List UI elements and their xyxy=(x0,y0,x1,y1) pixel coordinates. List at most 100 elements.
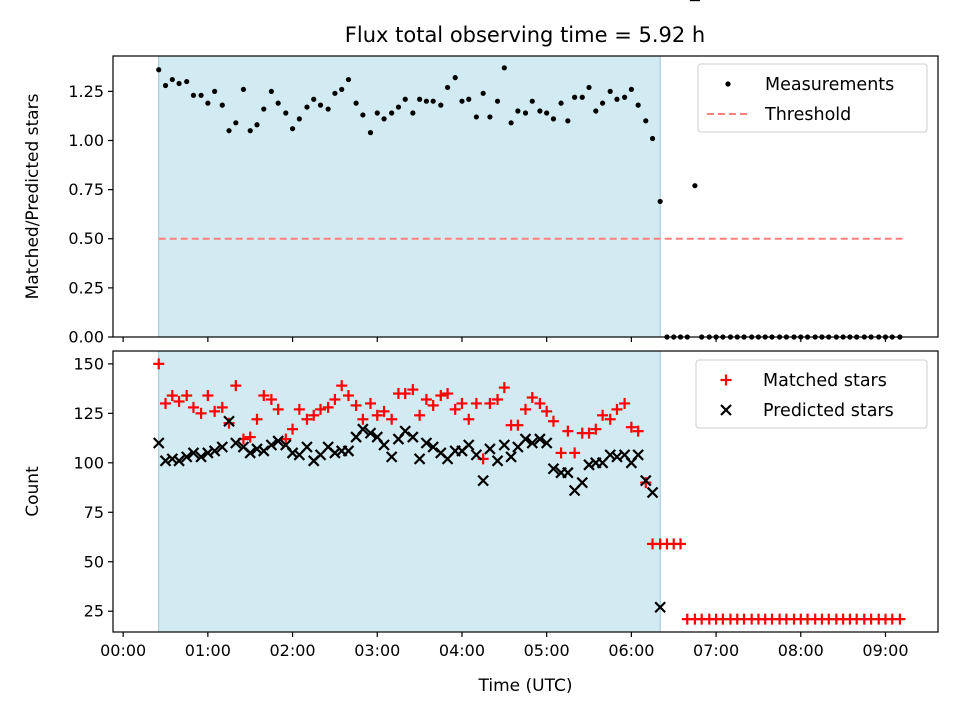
x-tick-label: 06:00 xyxy=(608,641,654,660)
cross-stroke xyxy=(378,439,390,451)
x-tick-label: 04:00 xyxy=(439,641,485,660)
cross-stroke xyxy=(618,449,631,461)
matched-star-point xyxy=(329,393,341,405)
top-axes-frame xyxy=(112,55,939,338)
matched-star-point xyxy=(293,403,305,415)
chart-title: Flux total observing time = 5.92 h xyxy=(345,23,705,47)
predicted-star-point xyxy=(646,486,659,499)
matched-star-point xyxy=(336,380,348,392)
predicted-star-point xyxy=(462,439,475,451)
matched-star-point xyxy=(597,409,609,421)
matched-star-point xyxy=(470,397,482,409)
cross-stroke xyxy=(364,427,377,439)
measurement-point xyxy=(586,84,592,91)
measurement-point xyxy=(410,110,416,116)
matched-star-point xyxy=(569,447,581,459)
matched-star-point xyxy=(414,409,426,421)
cross-stroke xyxy=(654,601,666,614)
measurement-point xyxy=(311,96,317,102)
matched-star-point xyxy=(604,413,616,425)
matched-star-point xyxy=(287,423,299,435)
matched-star-point xyxy=(562,425,574,437)
matched-star-point xyxy=(315,403,327,415)
measurement-point xyxy=(544,110,550,116)
cross-stroke xyxy=(329,447,341,459)
measurement-point xyxy=(614,96,620,102)
cross-stroke xyxy=(399,425,412,437)
matched-star-point xyxy=(350,399,362,411)
predicted-star-point xyxy=(576,476,589,489)
cross-stroke xyxy=(720,404,732,416)
top-legend: Measurements Threshold xyxy=(697,63,928,133)
matched-star-point xyxy=(244,431,256,443)
measurement-point xyxy=(501,65,507,71)
y-tick-label: 50 xyxy=(84,552,104,571)
cross-stroke xyxy=(371,431,384,443)
predicted-star-point xyxy=(385,451,398,463)
predicted-star-point xyxy=(639,474,652,487)
measurement-point xyxy=(473,114,479,120)
matched-star-point xyxy=(230,380,242,392)
cross-stroke xyxy=(519,433,532,445)
matched-star-point xyxy=(364,397,376,409)
measurement-point xyxy=(332,90,338,96)
matched-star-point xyxy=(301,413,313,425)
measurement-point xyxy=(275,100,281,106)
measurement-point xyxy=(480,90,486,96)
top-y-ticks: 0.00 0.25 0.50 0.75 1.00 1.25 xyxy=(68,82,113,347)
measurement-point xyxy=(339,86,345,93)
bottom-legend-box xyxy=(695,359,928,429)
legend-cross xyxy=(720,404,732,416)
cross-stroke xyxy=(208,445,221,457)
measurement-point xyxy=(353,100,359,106)
measurement-point xyxy=(219,102,225,108)
matched-star-point xyxy=(555,447,567,459)
cross-stroke xyxy=(173,455,185,467)
predicted-star-point xyxy=(654,601,666,614)
predicted-star-point xyxy=(202,447,214,459)
predicted-star-point xyxy=(470,449,483,461)
x-tick-label: 02:00 xyxy=(270,641,316,660)
measurement-point xyxy=(444,84,451,91)
x-tick-label: 08:00 xyxy=(778,641,824,660)
bottom-panel: 25 50 75 100 125 150 00:00 01:00 02:00 03:00 04:0… xyxy=(23,0,939,696)
cross-stroke xyxy=(611,451,623,463)
matched-star-point xyxy=(590,423,602,435)
y-tick-label: 125 xyxy=(73,404,104,423)
legend-marker-measurements xyxy=(725,81,731,87)
cross-stroke xyxy=(526,437,539,449)
bottom-x-ticks: 00:00 01:00 02:00 03:00 04:00 05:00 06:00 07:00… xyxy=(100,632,909,660)
measurement-point xyxy=(649,135,656,142)
bottom-y-ticks: 25 50 75 100 125 150 xyxy=(73,354,113,621)
matched-star-point xyxy=(280,433,292,445)
measurement-point xyxy=(622,94,628,100)
matched-star-point xyxy=(632,425,644,437)
y-tick-label: 25 xyxy=(84,602,104,621)
cross-stroke xyxy=(534,433,546,445)
measurement-point xyxy=(628,86,634,93)
top-legend-box xyxy=(697,63,928,133)
matched-star-point xyxy=(166,390,178,402)
x-tick-label: 00:00 xyxy=(100,641,146,660)
bottom-y-axis-label: Count xyxy=(23,466,43,517)
measurement-point xyxy=(345,76,352,83)
cross-stroke xyxy=(272,435,284,447)
measurement-point xyxy=(402,96,408,102)
cross-stroke xyxy=(462,439,475,451)
cross-stroke xyxy=(639,474,652,487)
measurement-point xyxy=(156,67,162,73)
y-tick-label: 0.75 xyxy=(68,180,104,199)
cross-stroke xyxy=(180,451,193,463)
cross-stroke xyxy=(257,445,270,457)
predicted-star-point xyxy=(427,441,439,453)
measurement-point xyxy=(515,108,521,114)
predicted-star-point xyxy=(216,441,229,453)
predicted-star-point xyxy=(257,445,270,457)
matched-star-point xyxy=(399,388,411,400)
predicted-star-point xyxy=(342,445,355,457)
predicted-star-point xyxy=(301,441,313,453)
cross-stroke xyxy=(237,441,250,453)
legend-label-predicted: Predicted stars xyxy=(763,401,894,421)
cross-stroke xyxy=(195,451,207,463)
matched-star-point xyxy=(420,393,432,405)
